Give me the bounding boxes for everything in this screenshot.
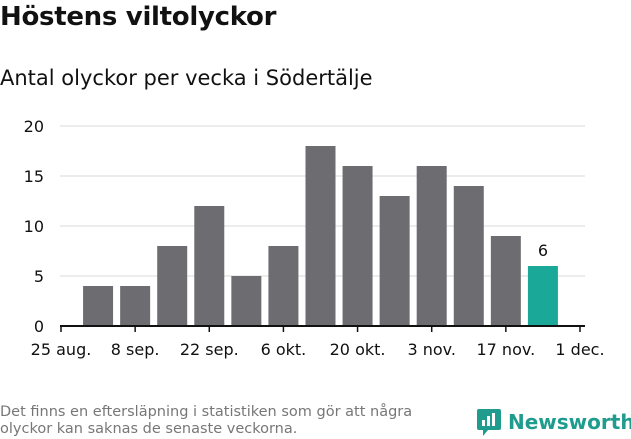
x-tick-label: 6 okt. [261,340,307,359]
y-tick-label: 10 [24,217,44,236]
bar [416,166,447,326]
bar [453,186,484,326]
bar-chart: 0 5 10 15 20 6 25 aug. 8 sep. 22 sep. 6 okt. 20 … [24,117,605,359]
y-tick-label: 5 [34,267,44,286]
y-tick-label: 0 [34,317,44,336]
bar [194,206,225,326]
bar [157,246,188,326]
brand-name: Newsworthy [508,410,631,434]
chart-title: Höstens viltolyckor [0,2,277,32]
x-tick-label: 1 dec. [555,340,604,359]
x-tick-label: 25 aug. [31,340,92,359]
x-tick-label: 17 nov. [476,340,535,359]
bar [83,286,114,326]
brand-logo[interactable]: Newsworthy [476,406,631,438]
bar-value-label: 6 [538,241,548,260]
bar [379,196,410,326]
x-tick-label: 20 okt. [330,340,386,359]
bar [490,236,521,326]
bar [342,166,373,326]
x-tick-label: 22 sep. [180,340,239,359]
bars: 6 [83,146,558,326]
bar [231,276,262,326]
bar [268,246,299,326]
chart-subtitle: Antal olyckor per vecka i Södertälje [0,66,373,90]
x-tick-label: 3 nov. [407,340,456,359]
y-axis-ticks: 0 5 10 15 20 [24,117,44,336]
bar-highlighted [527,266,558,326]
footnote: Det finns en eftersläpning i statistiken… [0,404,413,437]
y-tick-label: 20 [24,117,44,136]
y-tick-label: 15 [24,167,44,186]
x-axis-ticks: 25 aug. 8 sep. 22 sep. 6 okt. 20 okt. 3 nov. 1… [31,326,605,359]
x-tick-label: 8 sep. [111,340,160,359]
bar [305,146,336,326]
bar [120,286,151,326]
newsworthy-logo-icon [477,409,501,436]
